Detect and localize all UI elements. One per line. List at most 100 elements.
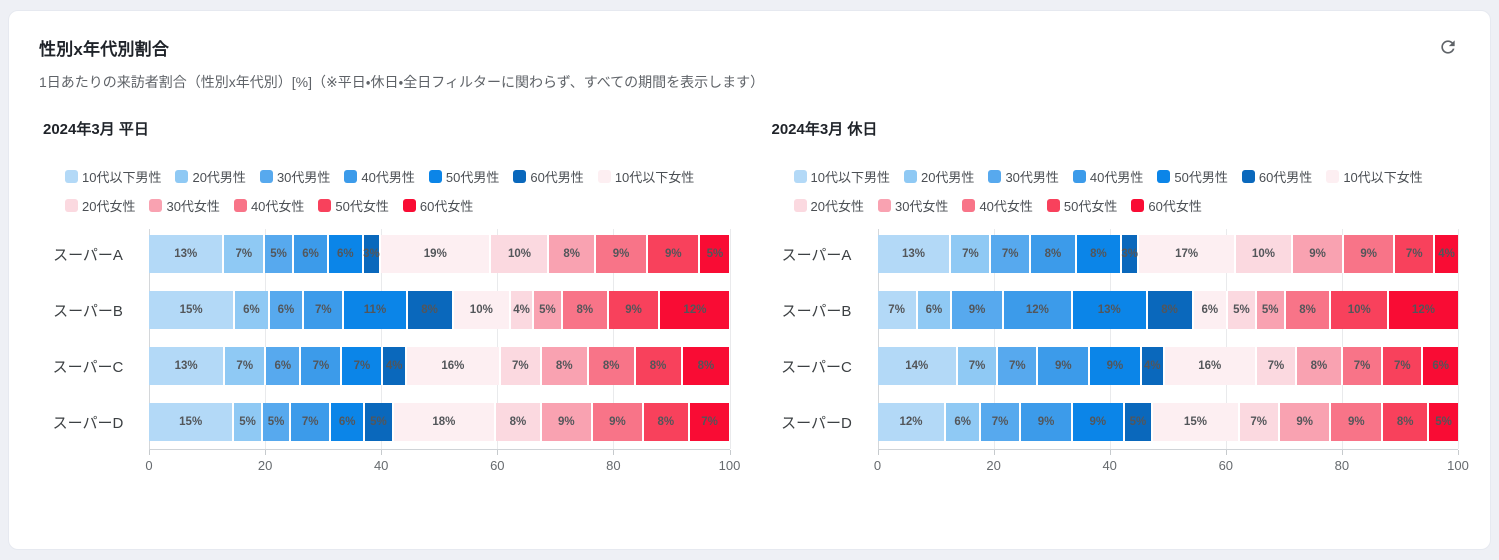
legend-item[interactable]: 60代男性 [513,167,584,186]
bar-segment[interactable]: 8% [1285,291,1332,329]
legend-item[interactable]: 10代以下男性 [793,167,890,186]
legend-item[interactable]: 40代女性 [962,196,1033,215]
legend-item[interactable]: 60代女性 [1131,196,1202,215]
bar-segment[interactable]: 6% [331,403,366,441]
bar-segment[interactable]: 5% [1124,403,1154,441]
legend-item[interactable]: 20代女性 [65,196,135,215]
bar-segment[interactable]: 5% [265,235,295,273]
bar-segment[interactable]: 5% [365,403,394,441]
bar-segment[interactable]: 8% [549,235,596,273]
refresh-button[interactable] [1436,35,1460,59]
bar-segment[interactable]: 15% [149,403,235,441]
bar-segment[interactable]: 7% [689,403,730,441]
bar-segment[interactable]: 7% [291,403,332,441]
bar-segment[interactable]: 9% [541,403,593,441]
bar-segment[interactable]: 8% [541,347,589,385]
legend-item[interactable]: 50代女性 [318,196,389,215]
bar-segment[interactable]: 10% [1235,235,1293,273]
legend-item[interactable]: 30代女性 [877,196,948,215]
bar-segment[interactable]: 10% [1331,291,1389,329]
bar-segment[interactable]: 17% [1139,235,1236,273]
bar-segment[interactable]: 13% [149,235,225,273]
bar-segment[interactable]: 9% [608,291,661,329]
bar-segment[interactable]: 8% [407,291,454,329]
bar-segment[interactable]: 4% [383,347,407,385]
bar-segment[interactable]: 3% [1121,235,1140,273]
bar-segment[interactable]: 8% [682,347,730,385]
bar-segment[interactable]: 7% [304,291,345,329]
legend-item[interactable]: 40代女性 [233,196,304,215]
bar-segment[interactable]: 6% [917,291,953,329]
legend-item[interactable]: 50代男性 [428,167,499,186]
bar-segment[interactable]: 7% [1342,347,1384,385]
bar-segment[interactable]: 7% [991,235,1032,273]
bar-segment[interactable]: 7% [225,347,267,385]
legend-item[interactable]: 20代男性 [175,167,246,186]
bar-segment[interactable]: 9% [1038,347,1091,385]
bar-segment[interactable]: 5% [700,235,730,273]
bar-segment[interactable]: 9% [1279,403,1332,441]
bar-segment[interactable]: 16% [1164,347,1257,385]
bar-segment[interactable]: 7% [500,347,542,385]
bar-segment[interactable]: 7% [980,403,1022,441]
bar-segment[interactable]: 8% [1383,403,1430,441]
legend-item[interactable]: 40代男性 [1072,167,1143,186]
bar-segment[interactable]: 4% [511,291,535,329]
bar-segment[interactable]: 7% [1239,403,1280,441]
bar-segment[interactable]: 14% [877,347,958,385]
bar-segment[interactable]: 7% [224,235,266,273]
bar-segment[interactable]: 13% [877,235,952,273]
legend-item[interactable]: 30代男性 [259,167,330,186]
bar-segment[interactable]: 6% [266,347,302,385]
legend-item[interactable]: 60代男性 [1241,167,1312,186]
bar-segment[interactable]: 8% [644,403,690,441]
bar-segment[interactable]: 6% [235,291,270,329]
legend-item[interactable]: 40代男性 [344,167,415,186]
bar-segment[interactable]: 7% [301,347,343,385]
bar-segment[interactable]: 7% [1395,235,1436,273]
bar-segment[interactable]: 7% [877,291,918,329]
bar-segment[interactable]: 6% [294,235,329,273]
legend-item[interactable]: 20代男性 [903,167,974,186]
bar-segment[interactable]: 8% [1147,291,1194,329]
bar-segment[interactable]: 15% [1153,403,1240,441]
bar-segment[interactable]: 7% [957,347,999,385]
bar-segment[interactable]: 9% [1331,403,1384,441]
bar-segment[interactable]: 6% [1193,291,1229,329]
bar-segment[interactable]: 7% [1256,347,1297,385]
bar-segment[interactable]: 8% [562,291,609,329]
bar-segment[interactable]: 7% [1383,347,1424,385]
legend-item[interactable]: 20代女性 [793,196,864,215]
legend-item[interactable]: 30代女性 [149,196,220,215]
bar-segment[interactable]: 8% [635,347,683,385]
bar-segment[interactable]: 13% [149,347,226,385]
bar-segment[interactable]: 9% [595,235,649,273]
bar-segment[interactable]: 7% [951,235,992,273]
bar-segment[interactable]: 4% [1435,235,1458,273]
bar-segment[interactable]: 6% [328,235,364,273]
bar-segment[interactable]: 8% [1076,235,1123,273]
bar-segment[interactable]: 12% [660,291,730,329]
bar-segment[interactable]: 7% [998,347,1039,385]
bar-segment[interactable]: 3% [363,235,382,273]
legend-item[interactable]: 50代男性 [1157,167,1228,186]
bar-segment[interactable]: 18% [393,403,497,441]
legend-item[interactable]: 60代女性 [402,196,473,215]
bar-segment[interactable]: 5% [1228,291,1257,329]
bar-segment[interactable]: 9% [1292,235,1345,273]
bar-segment[interactable]: 9% [1021,403,1073,441]
bar-segment[interactable]: 5% [1256,291,1286,329]
bar-segment[interactable]: 9% [952,291,1004,329]
bar-segment[interactable]: 9% [592,403,645,441]
legend-item[interactable]: 10代以下男性 [65,167,161,186]
bar-segment[interactable]: 6% [269,291,305,329]
bar-segment[interactable]: 10% [453,291,512,329]
bar-segment[interactable]: 9% [1344,235,1396,273]
bar-segment[interactable]: 5% [262,403,292,441]
legend-item[interactable]: 50代女性 [1046,196,1117,215]
bar-segment[interactable]: 9% [1072,403,1125,441]
bar-segment[interactable]: 12% [1388,291,1458,329]
bar-segment[interactable]: 7% [342,347,384,385]
bar-segment[interactable]: 13% [1072,291,1148,329]
bar-segment[interactable]: 11% [344,291,408,329]
